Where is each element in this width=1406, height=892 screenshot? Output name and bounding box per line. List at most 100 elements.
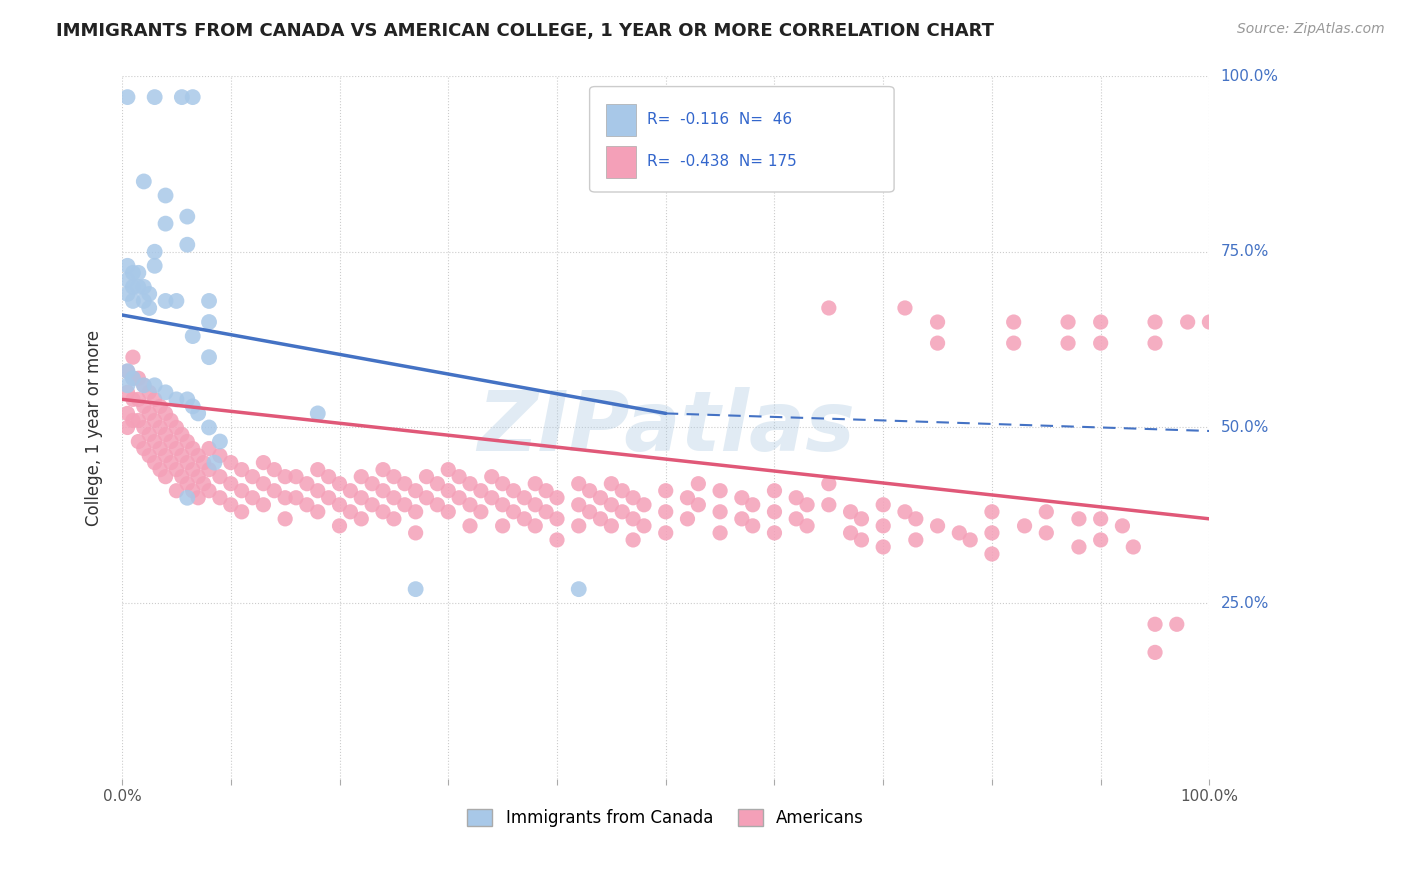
Point (426, 498, 449, 512)
Point (117, 364, 139, 378)
Point (117, 378, 139, 392)
Point (1090, 533, 1112, 547)
Point (458, 476, 481, 491)
Point (143, 456, 166, 470)
Point (285, 491, 308, 505)
Point (415, 491, 437, 505)
Point (578, 483, 600, 498)
Point (165, 420, 187, 434)
Point (502, 505, 524, 519)
Point (763, 525, 786, 540)
Point (252, 476, 274, 491)
Point (143, 244, 166, 259)
Point (491, 498, 513, 512)
Point (851, 533, 873, 547)
Point (1035, 525, 1057, 540)
Point (394, 476, 416, 491)
Point (763, 483, 786, 498)
Point (117, 273, 139, 287)
Point (339, 505, 361, 519)
Point (187, 449, 209, 463)
Point (339, 483, 361, 498)
Point (138, 287, 160, 301)
Point (274, 491, 297, 505)
Point (231, 505, 253, 519)
Point (307, 406, 329, 420)
Point (904, 533, 927, 547)
Text: 75.0%: 75.0% (1220, 244, 1268, 260)
Point (481, 491, 503, 505)
Point (839, 505, 862, 519)
Point (872, 519, 894, 533)
Point (165, 293, 187, 308)
Point (1002, 315, 1025, 329)
Point (307, 483, 329, 498)
Point (219, 498, 242, 512)
Point (1002, 336, 1025, 351)
Point (132, 420, 155, 434)
Point (127, 280, 149, 294)
Point (361, 498, 384, 512)
Point (127, 434, 149, 449)
Point (405, 582, 427, 596)
Point (198, 350, 221, 364)
Point (143, 413, 166, 427)
Point (981, 547, 1004, 561)
Point (741, 519, 763, 533)
Point (122, 371, 145, 385)
Point (654, 525, 676, 540)
Point (534, 505, 557, 519)
Point (470, 505, 492, 519)
Point (405, 505, 427, 519)
Point (176, 476, 198, 491)
Point (181, 442, 204, 456)
Point (796, 498, 818, 512)
Point (285, 469, 308, 483)
Point (426, 476, 449, 491)
Point (132, 400, 155, 414)
Point (149, 400, 172, 414)
Point (904, 512, 927, 526)
Point (328, 498, 350, 512)
Point (600, 476, 623, 491)
Text: R=  -0.438  N= 175: R= -0.438 N= 175 (647, 154, 797, 169)
Point (1122, 540, 1144, 554)
Point (676, 512, 699, 526)
Point (138, 427, 160, 442)
Point (1144, 315, 1167, 329)
Text: R=  -0.116  N=  46: R= -0.116 N= 46 (647, 112, 793, 127)
Point (676, 491, 699, 505)
Point (894, 301, 917, 315)
Point (1166, 617, 1188, 632)
Point (568, 582, 591, 596)
Point (654, 483, 676, 498)
Point (817, 498, 839, 512)
Point (176, 237, 198, 252)
Point (600, 498, 623, 512)
Point (894, 505, 917, 519)
Point (219, 476, 242, 491)
Point (307, 463, 329, 477)
Point (458, 498, 481, 512)
Point (872, 498, 894, 512)
Point (117, 420, 139, 434)
Point (181, 329, 204, 343)
Point (132, 293, 155, 308)
Point (117, 90, 139, 104)
Point (198, 483, 221, 498)
Point (274, 512, 297, 526)
Point (208, 434, 231, 449)
Point (1111, 519, 1133, 533)
Point (132, 442, 155, 456)
FancyBboxPatch shape (589, 87, 894, 192)
Point (132, 378, 155, 392)
Point (117, 259, 139, 273)
Point (187, 406, 209, 420)
Point (371, 505, 394, 519)
Point (149, 442, 172, 456)
Point (1177, 315, 1199, 329)
Point (437, 463, 460, 477)
Point (688, 498, 710, 512)
Point (170, 90, 193, 104)
Point (143, 90, 166, 104)
